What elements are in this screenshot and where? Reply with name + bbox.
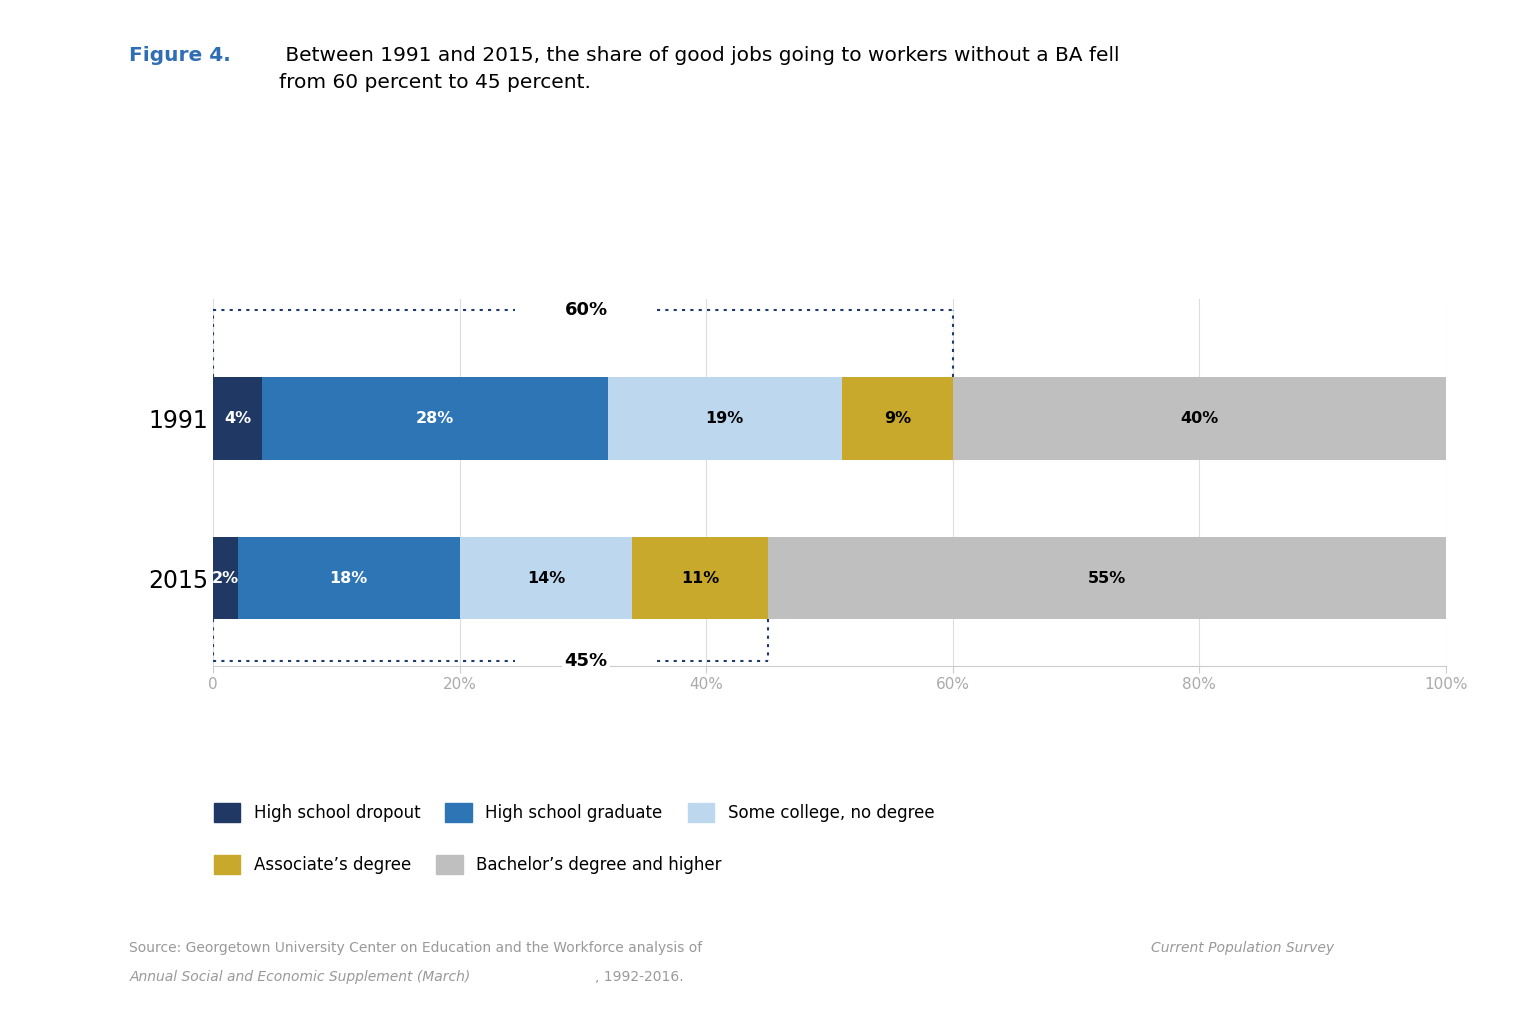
Text: 40%: 40% [1180,411,1219,426]
Bar [842,378,953,460]
Text: 2%: 2% [212,571,239,585]
Bar [460,537,632,619]
Text: 19%: 19% [706,411,744,426]
Text: 60%: 60% [565,301,607,320]
Bar [213,378,262,460]
Text: 14%: 14% [527,571,565,585]
Bar [632,537,769,619]
Text: Annual Social and Economic Supplement (March): Annual Social and Economic Supplement (M… [129,970,470,985]
Text: 45%: 45% [565,652,607,670]
Bar [213,537,237,619]
Text: 18%: 18% [330,571,368,585]
Legend: Associate’s degree, Bachelor’s degree and higher: Associate’s degree, Bachelor’s degree an… [213,854,721,874]
Bar [237,537,460,619]
Text: Source: Georgetown University Center on Education and the Workforce analysis of: Source: Georgetown University Center on … [129,941,708,956]
Bar [953,378,1446,460]
Text: 28%: 28% [416,411,454,426]
Text: 4%: 4% [224,411,251,426]
Legend: High school dropout, High school graduate, Some college, no degree: High school dropout, High school graduat… [213,803,935,823]
Text: 11%: 11% [680,571,720,585]
Text: , 1992-2016.: , 1992-2016. [595,970,683,985]
Text: Current Population Survey: Current Population Survey [1151,941,1333,956]
Bar [262,378,607,460]
Text: Figure 4.: Figure 4. [129,46,231,65]
Bar [769,537,1446,619]
Bar [607,378,842,460]
Text: 55%: 55% [1088,571,1126,585]
Text: 9%: 9% [884,411,910,426]
Text: Between 1991 and 2015, the share of good jobs going to workers without a BA fell: Between 1991 and 2015, the share of good… [279,46,1119,92]
